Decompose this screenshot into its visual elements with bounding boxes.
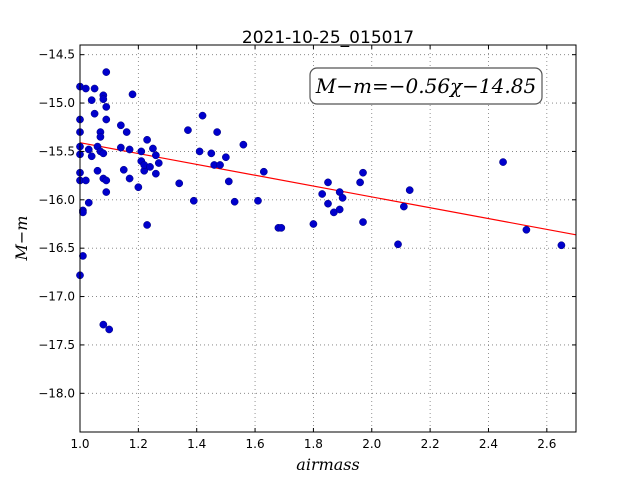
x-tick-label: 1.6 (246, 437, 265, 451)
data-point (93, 166, 102, 175)
x-tick-label: 2.4 (479, 437, 498, 451)
data-point (324, 178, 332, 187)
data-point (102, 103, 111, 111)
data-point (198, 111, 207, 120)
data-point (125, 145, 134, 154)
data-point (405, 186, 414, 194)
x-tick-label: 1.0 (70, 437, 89, 451)
data-point (522, 225, 531, 234)
annotation-box (309, 67, 543, 105)
data-point (152, 169, 160, 178)
data-point (239, 140, 248, 149)
data-point (102, 115, 111, 124)
data-point (557, 241, 566, 250)
data-point (394, 240, 402, 249)
data-point (116, 121, 125, 130)
data-point (99, 95, 108, 104)
data-point (84, 145, 93, 154)
data-point (213, 128, 221, 136)
y-tick-label: −15.0 (38, 96, 75, 110)
data-point (102, 188, 111, 196)
x-tick-label: 2.6 (537, 437, 556, 451)
fit-equation: M−m=−0.56χ−14.85 (315, 74, 536, 98)
y-tick-label: −17.5 (38, 338, 75, 352)
data-point (143, 135, 151, 144)
data-point (119, 165, 128, 174)
data-point (324, 199, 332, 208)
data-point (152, 151, 160, 160)
fit-line (79, 142, 577, 236)
data-point (87, 152, 96, 161)
x-tick-label: 1.2 (129, 437, 148, 451)
x-tick-label: 1.4 (187, 437, 206, 451)
data-point (254, 196, 262, 205)
x-tick-label: 2.2 (421, 437, 440, 451)
data-point (146, 163, 154, 171)
data-point (175, 179, 184, 188)
data-point (207, 149, 216, 158)
data-point (309, 220, 318, 228)
chart-title: 2021-10-25_015017 (242, 28, 414, 48)
data-point (338, 194, 347, 202)
data-point (356, 178, 364, 187)
data-points (76, 68, 566, 334)
data-point (359, 218, 367, 226)
data-point (90, 109, 99, 118)
data-point (105, 325, 114, 334)
data-point (277, 224, 286, 232)
data-point (149, 144, 157, 153)
data-point (90, 84, 99, 93)
data-point (99, 320, 108, 329)
y-tick-label: −16.5 (38, 241, 75, 255)
data-point (81, 84, 90, 93)
y-tick-label: −16.0 (38, 193, 75, 207)
x-tick-label: 1.8 (304, 437, 323, 451)
data-point (230, 197, 239, 206)
data-point (99, 149, 108, 158)
data-point (81, 176, 90, 185)
data-point (335, 205, 344, 214)
data-point (84, 198, 93, 207)
fit-annotation: M−m=−0.56χ−14.85 (309, 67, 543, 105)
data-point (137, 147, 146, 156)
data-point (79, 208, 87, 217)
data-point (195, 147, 204, 156)
data-point (116, 143, 125, 152)
data-point (102, 68, 111, 76)
y-tick-label: −15.5 (38, 144, 75, 158)
axis-ticks: 1.0 1.2 1.4 1.6 1.8 2.0 2.2 2.4 2.6 −14.5 −15.0 −15… (38, 45, 576, 451)
y-tick-label: −18.0 (38, 386, 75, 400)
data-point (359, 168, 367, 177)
data-point (102, 176, 111, 185)
data-point (400, 202, 408, 211)
x-axis-label: airmass (296, 455, 359, 474)
data-point (318, 190, 327, 198)
data-point (128, 90, 137, 99)
y-tick-label: −17.0 (38, 290, 75, 304)
data-point (224, 177, 233, 186)
y-axis-label: M−m (12, 216, 31, 262)
data-point (499, 158, 507, 166)
data-point (125, 174, 134, 183)
data-point (87, 96, 96, 104)
fit-line-layer (79, 142, 577, 236)
data-point (154, 159, 163, 167)
data-point (189, 196, 198, 205)
data-point (216, 161, 224, 169)
x-tick-label: 2.0 (362, 437, 381, 451)
y-tick-label: −14.5 (38, 48, 75, 62)
data-point (222, 153, 230, 162)
data-point (96, 133, 105, 141)
data-point (143, 221, 151, 229)
data-point (184, 126, 192, 134)
data-point (79, 252, 87, 260)
plot-frame (79, 44, 577, 433)
data-point (134, 183, 143, 192)
data-point (122, 128, 131, 136)
data-point (259, 167, 268, 176)
